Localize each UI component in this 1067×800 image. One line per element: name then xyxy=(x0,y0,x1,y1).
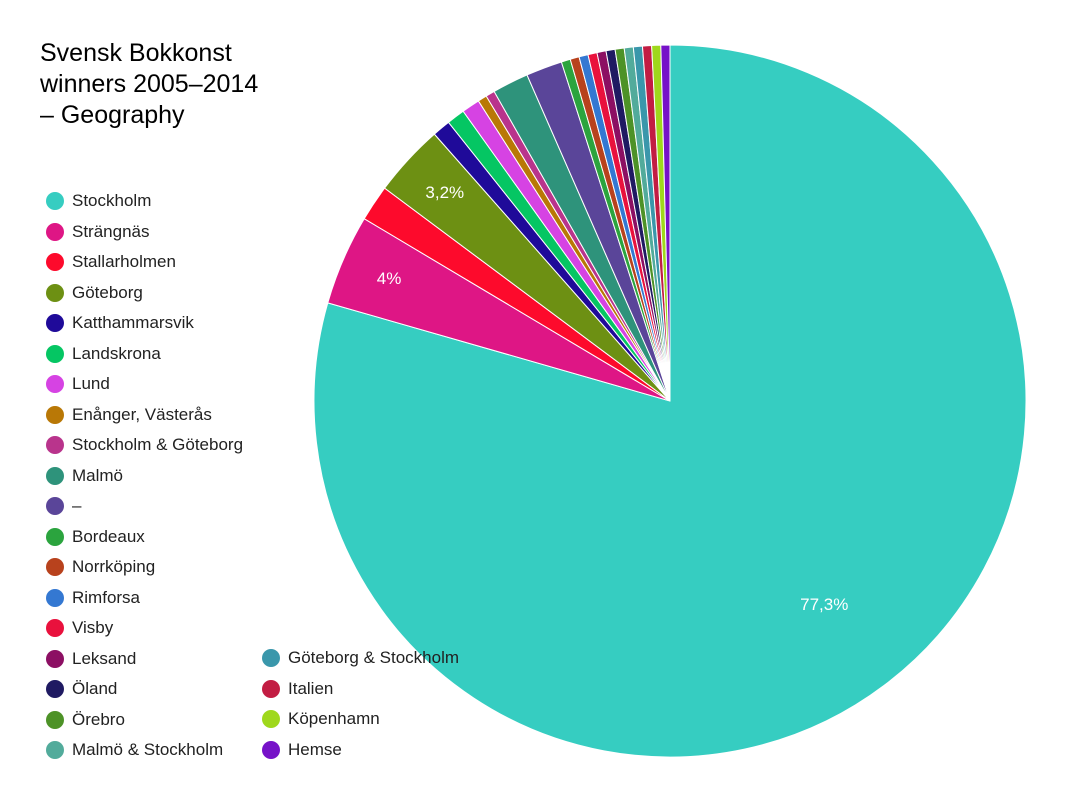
legend-swatch xyxy=(46,253,64,272)
legend-swatch xyxy=(46,741,64,760)
legend-label: Göteborg xyxy=(72,282,143,302)
legend-label: Örebro xyxy=(72,709,125,729)
legend-label: Enånger, Västerås xyxy=(72,404,212,424)
legend-item: Göteborg xyxy=(46,278,243,309)
legend-item: – xyxy=(46,491,243,522)
legend-swatch xyxy=(262,740,280,759)
legend-column-1: Stockholm Strängnäs Stallarholmen Göteborg K… xyxy=(46,186,243,766)
legend-label: Stockholm xyxy=(72,191,152,211)
legend-item: Rimforsa xyxy=(46,583,243,614)
legend-item: Italien xyxy=(262,674,459,705)
legend-item: Göteborg & Stockholm xyxy=(262,643,459,674)
legend-item: Katthammarsvik xyxy=(46,308,243,339)
legend-label: Stockholm & Göteborg xyxy=(72,435,244,455)
legend-item: Lund xyxy=(46,369,243,400)
legend-item: Bordeaux xyxy=(46,522,243,553)
legend-item: Landskrona xyxy=(46,339,243,370)
legend-swatch xyxy=(46,527,64,546)
legend-swatch xyxy=(46,588,64,607)
legend-label: Hemse xyxy=(288,739,342,759)
legend-item: Strängnäs xyxy=(46,217,243,248)
legend-label: Lund xyxy=(72,374,110,394)
legend-swatch xyxy=(46,680,64,699)
slice-data-label: 77,3% xyxy=(800,595,848,614)
legend-swatch xyxy=(46,497,64,516)
legend-swatch xyxy=(46,619,64,638)
legend-swatch xyxy=(46,375,64,394)
pie-slice xyxy=(660,44,671,402)
legend-item: Köpenhamn xyxy=(262,704,459,735)
legend-swatch xyxy=(262,679,280,698)
legend-label: Strängnäs xyxy=(72,221,150,241)
slice-data-label: 3,2% xyxy=(425,183,464,202)
legend-item: Enånger, Västerås xyxy=(46,400,243,431)
legend-label: Stallarholmen xyxy=(72,252,176,272)
legend-swatch xyxy=(46,710,64,729)
legend-label: Malmö & Stockholm xyxy=(72,740,224,760)
legend-swatch xyxy=(46,283,64,302)
chart-title: Svensk Bokkonst winners 2005–2014 – Geog… xyxy=(40,39,259,129)
legend-item: Öland xyxy=(46,674,243,705)
legend-item: Malmö & Stockholm xyxy=(46,735,243,766)
legend-item: Stockholm & Göteborg xyxy=(46,430,243,461)
legend-swatch xyxy=(262,649,280,668)
legend-label: Italien xyxy=(288,678,334,698)
legend-swatch xyxy=(46,649,64,668)
legend-label: – xyxy=(72,496,82,516)
legend-swatch xyxy=(46,436,64,455)
legend-label: Malmö xyxy=(72,465,124,485)
legend-item: Leksand xyxy=(46,644,243,675)
legend-swatch xyxy=(46,405,64,424)
legend-label: Öland xyxy=(72,679,118,699)
legend-label: Göteborg & Stockholm xyxy=(288,648,460,668)
legend-swatch xyxy=(46,192,64,211)
legend-swatch xyxy=(46,344,64,363)
legend-item: Stockholm xyxy=(46,186,243,217)
legend-swatch xyxy=(46,222,64,241)
legend-label: Norrköping xyxy=(72,557,156,577)
legend-item: Norrköping xyxy=(46,552,243,583)
legend-label: Leksand xyxy=(72,648,137,668)
legend-item: Stallarholmen xyxy=(46,247,243,278)
legend-item: Hemse xyxy=(262,735,459,766)
legend-item: Visby xyxy=(46,613,243,644)
legend-swatch xyxy=(46,558,64,577)
legend-label: Katthammarsvik xyxy=(72,313,194,333)
legend-label: Köpenhamn xyxy=(288,709,380,729)
legend-item: Malmö xyxy=(46,461,243,492)
legend-column-2: Göteborg & Stockholm Italien Köpenhamn Hems… xyxy=(262,643,459,765)
legend-item: Örebro xyxy=(46,705,243,736)
legend-swatch xyxy=(46,314,64,333)
slice-data-label: 4% xyxy=(377,269,402,288)
legend-label: Landskrona xyxy=(72,343,161,363)
legend-swatch xyxy=(46,466,64,485)
legend-label: Visby xyxy=(72,618,114,638)
legend-swatch xyxy=(262,710,280,729)
legend-label: Bordeaux xyxy=(72,526,145,546)
legend-label: Rimforsa xyxy=(72,587,141,607)
